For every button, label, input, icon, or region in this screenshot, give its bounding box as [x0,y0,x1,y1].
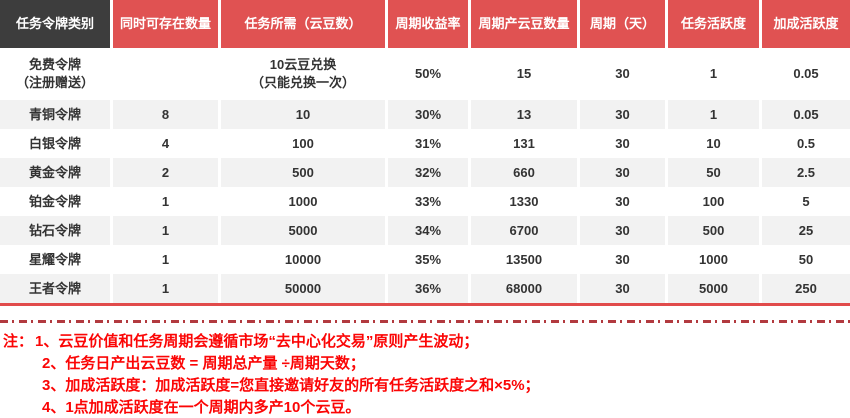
note-line: 4、1点加成活跃度在一个周期内多产10个云豆。 [42,399,361,416]
table-header-row: 任务令牌类别 同时可存在数量 任务所需（云豆数） 周期收益率 周期产云豆数量 周… [0,0,850,48]
table-cell: 10 [668,129,759,158]
table-row: 星耀令牌 1 10000 35% 13500 30 1000 50 [0,245,850,274]
table-cell: 13 [471,100,577,129]
table-cell: 50 [668,158,759,187]
table-cell: 30 [580,129,665,158]
table-cell: 50 [762,245,850,274]
notes-divider [0,320,850,323]
table-body: 免费令牌 （注册赠送） 10云豆兑换 （只能兑换一次） 50% 15 30 1 0.05 青铜… [0,48,850,303]
table-cell: 5000 [668,274,759,303]
token-name-cell: 白银令牌 [0,129,110,158]
table-cell: 30 [580,274,665,303]
table-cell: 131 [471,129,577,158]
table-cell: 32% [388,158,468,187]
token-name-cell: 青铜令牌 [0,100,110,129]
table-cell: 100 [668,187,759,216]
note-line: 注： 1、云豆价值和任务周期会遵循市场“去中心化交易”原则产生波动； [3,331,850,353]
table-cell: 30 [580,216,665,245]
table-cell: 30% [388,100,468,129]
table-cell: 68000 [471,274,577,303]
token-name-cell: 王者令牌 [0,274,110,303]
table-cell: 1000 [221,187,385,216]
token-name-cell: 星耀令牌 [0,245,110,274]
header-cycle-yield-rate: 周期收益率 [388,0,468,48]
table-cell: 100 [221,129,385,158]
table-row: 黄金令牌 2 500 32% 660 30 50 2.5 [0,158,850,187]
table-cell: 1 [113,274,218,303]
table-cell: 10000 [221,245,385,274]
table-cell: 30 [580,48,665,100]
table-cell: 2 [113,158,218,187]
header-max-concurrent: 同时可存在数量 [113,0,218,48]
table-cell: 1 [668,100,759,129]
table-cell: 15 [471,48,577,100]
header-token-category: 任务令牌类别 [0,0,110,48]
table-cell: 30 [580,245,665,274]
header-cycle-days: 周期（天） [580,0,665,48]
table-cell: 0.05 [762,48,850,100]
header-beans-required: 任务所需（云豆数） [221,0,385,48]
table-cell: 1 [668,48,759,100]
table-cell: 8 [113,100,218,129]
note-item-text: 1、云豆价值和任务周期会遵循市场“去中心化交易”原则产生波动； [35,333,479,350]
note-line: 2、任务日产出云豆数 = 周期总产量 ÷周期天数； [42,355,365,372]
note-line: 3、加成活跃度：加成活跃度=您直接邀请好友的所有任务活跃度之和×5%； [42,377,540,394]
table-cell: 10云豆兑换 （只能兑换一次） [221,48,385,100]
table-cell: 1330 [471,187,577,216]
table-row: 钻石令牌 1 5000 34% 6700 30 500 25 [0,216,850,245]
table-cell: 31% [388,129,468,158]
table-cell: 0.5 [762,129,850,158]
table-cell: 1000 [668,245,759,274]
table-cell: 1 [113,187,218,216]
token-name-cell: 黄金令牌 [0,158,110,187]
table-cell: 35% [388,245,468,274]
table-cell: 5000 [221,216,385,245]
token-name-cell: 免费令牌 （注册赠送） [0,48,110,100]
table-cell: 50000 [221,274,385,303]
table-row: 铂金令牌 1 1000 33% 1330 30 100 5 [0,187,850,216]
table-cell [113,48,218,100]
table-cell: 30 [580,100,665,129]
table-cell: 25 [762,216,850,245]
token-table: 任务令牌类别 同时可存在数量 任务所需（云豆数） 周期收益率 周期产云豆数量 周… [0,0,850,306]
table-cell: 1 [113,245,218,274]
table-cell: 10 [221,100,385,129]
table-row: 白银令牌 4 100 31% 131 30 10 0.5 [0,129,850,158]
table-cell: 5 [762,187,850,216]
table-cell: 34% [388,216,468,245]
table-row: 青铜令牌 8 10 30% 13 30 1 0.05 [0,100,850,129]
table-cell: 500 [668,216,759,245]
table-row: 免费令牌 （注册赠送） 10云豆兑换 （只能兑换一次） 50% 15 30 1 0.05 [0,48,850,100]
table-cell: 50% [388,48,468,100]
table-row: 王者令牌 1 50000 36% 68000 30 5000 250 [0,274,850,303]
header-cycle-bean-output: 周期产云豆数量 [471,0,577,48]
table-cell: 33% [388,187,468,216]
table-cell: 250 [762,274,850,303]
table-cell: 36% [388,274,468,303]
header-bonus-activity: 加成活跃度 [762,0,850,48]
token-name-cell: 铂金令牌 [0,187,110,216]
table-cell: 0.05 [762,100,850,129]
table-cell: 4 [113,129,218,158]
table-cell: 2.5 [762,158,850,187]
notes-label: 注： [3,333,34,350]
header-task-activity: 任务活跃度 [668,0,759,48]
table-cell: 1 [113,216,218,245]
table-cell: 660 [471,158,577,187]
table-cell: 30 [580,158,665,187]
table-cell: 30 [580,187,665,216]
table-cell: 500 [221,158,385,187]
table-cell: 6700 [471,216,577,245]
notes-section: 注： 1、云豆价值和任务周期会遵循市场“去中心化交易”原则产生波动； 2、任务日产… [0,331,850,418]
table-cell: 13500 [471,245,577,274]
token-name-cell: 钻石令牌 [0,216,110,245]
